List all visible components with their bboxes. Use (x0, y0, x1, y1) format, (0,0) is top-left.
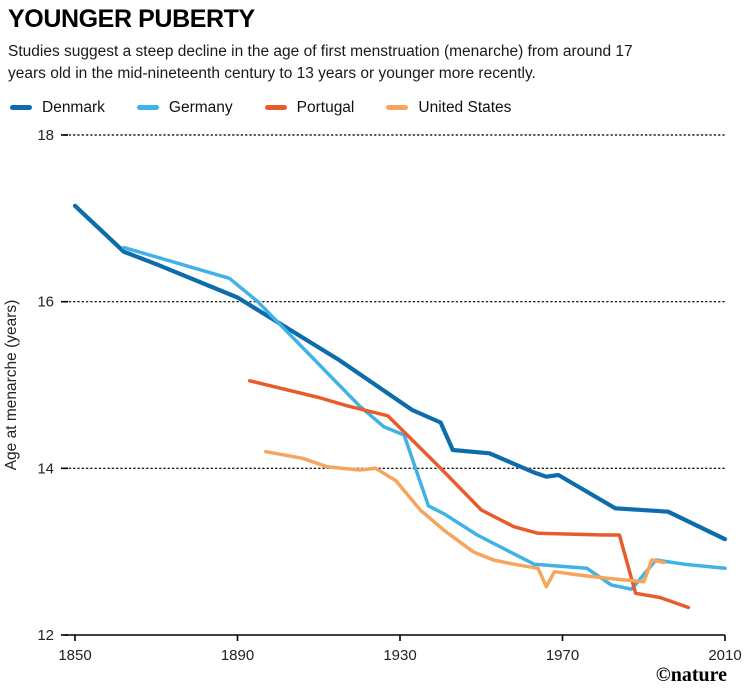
nature-logo: ©nature (656, 664, 727, 686)
x-tick-label: 1850 (58, 647, 91, 664)
x-tick-label: 2010 (708, 647, 741, 664)
legend-item-germany: Germany (136, 98, 233, 117)
legend-item-portugal: Portugal (264, 98, 355, 117)
legend-swatch-united-states (386, 105, 409, 110)
y-axis-label: Age at menarche (years) (3, 299, 20, 470)
series-line-united-states (264, 449, 666, 588)
line-chart-canvas: 12 14 16 18 1850 1890 1930 1970 2010 Age at menar… (3, 127, 742, 686)
legend-swatch-germany (136, 105, 159, 110)
legend: Denmark Germany Portugal United States (10, 98, 751, 118)
legend-label: Denmark (42, 98, 105, 116)
legend-item-united-states: United States (386, 99, 511, 117)
x-tick-label: 1970 (546, 647, 579, 664)
chart-title: YOUNGER PUBERTY (8, 5, 255, 33)
y-tick-label: 14 (37, 460, 54, 477)
y-tick-label: 16 (37, 293, 54, 310)
series-line-germany (122, 245, 727, 591)
y-tick-label: 18 (37, 127, 54, 144)
legend-label: Germany (168, 98, 233, 116)
legend-item-denmark: Denmark (10, 99, 105, 117)
x-tick-label: 1930 (383, 647, 416, 664)
chart-subtitle: Studies suggest a steep decline in the a… (8, 42, 633, 82)
series-line-portugal (247, 378, 691, 609)
legend-label: Portugal (296, 98, 355, 116)
legend-swatch-portugal (264, 105, 287, 110)
series-line-denmark (72, 203, 728, 541)
legend-swatch-denmark (10, 105, 32, 110)
legend-label: United States (418, 98, 512, 116)
y-tick-label: 12 (37, 627, 54, 644)
x-tick-label: 1890 (221, 647, 254, 664)
